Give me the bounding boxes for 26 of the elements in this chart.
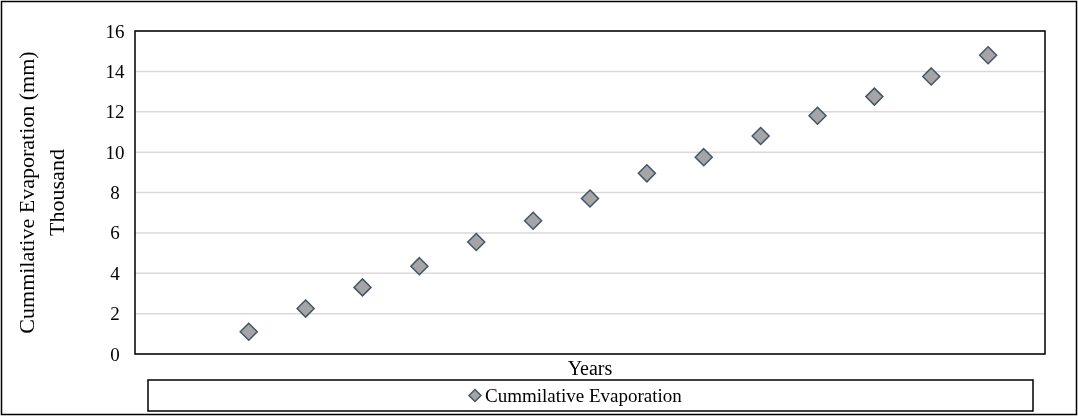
- y-tick-label: 6: [110, 222, 120, 244]
- x-axis-title: Years: [567, 357, 613, 379]
- point: [694, 147, 713, 167]
- point: [922, 67, 941, 86]
- y-tick-label: 10: [105, 141, 125, 163]
- point: [580, 189, 600, 208]
- y-tick-label: 14: [105, 60, 125, 82]
- point: [637, 164, 657, 183]
- point: [865, 87, 884, 106]
- y-tick-label: 16: [105, 20, 125, 42]
- point: [296, 299, 315, 318]
- point: [410, 256, 429, 276]
- y-tick-label: 8: [110, 182, 120, 203]
- point: [467, 232, 486, 252]
- y-axis-title: Cummilative Evaporation (mm) Thousand: [14, 51, 69, 334]
- y-tick-label: 2: [110, 303, 120, 325]
- point: [751, 126, 770, 146]
- point: [808, 106, 827, 126]
- y-tick-label: 12: [105, 101, 125, 123]
- y-tick-label: 0: [110, 343, 120, 365]
- point: [523, 211, 543, 231]
- point: [353, 278, 372, 297]
- y-tick-label: 4: [110, 262, 121, 284]
- point: [239, 322, 258, 342]
- point: [978, 45, 998, 65]
- legend-label: Cummilative Evaporation: [485, 385, 683, 406]
